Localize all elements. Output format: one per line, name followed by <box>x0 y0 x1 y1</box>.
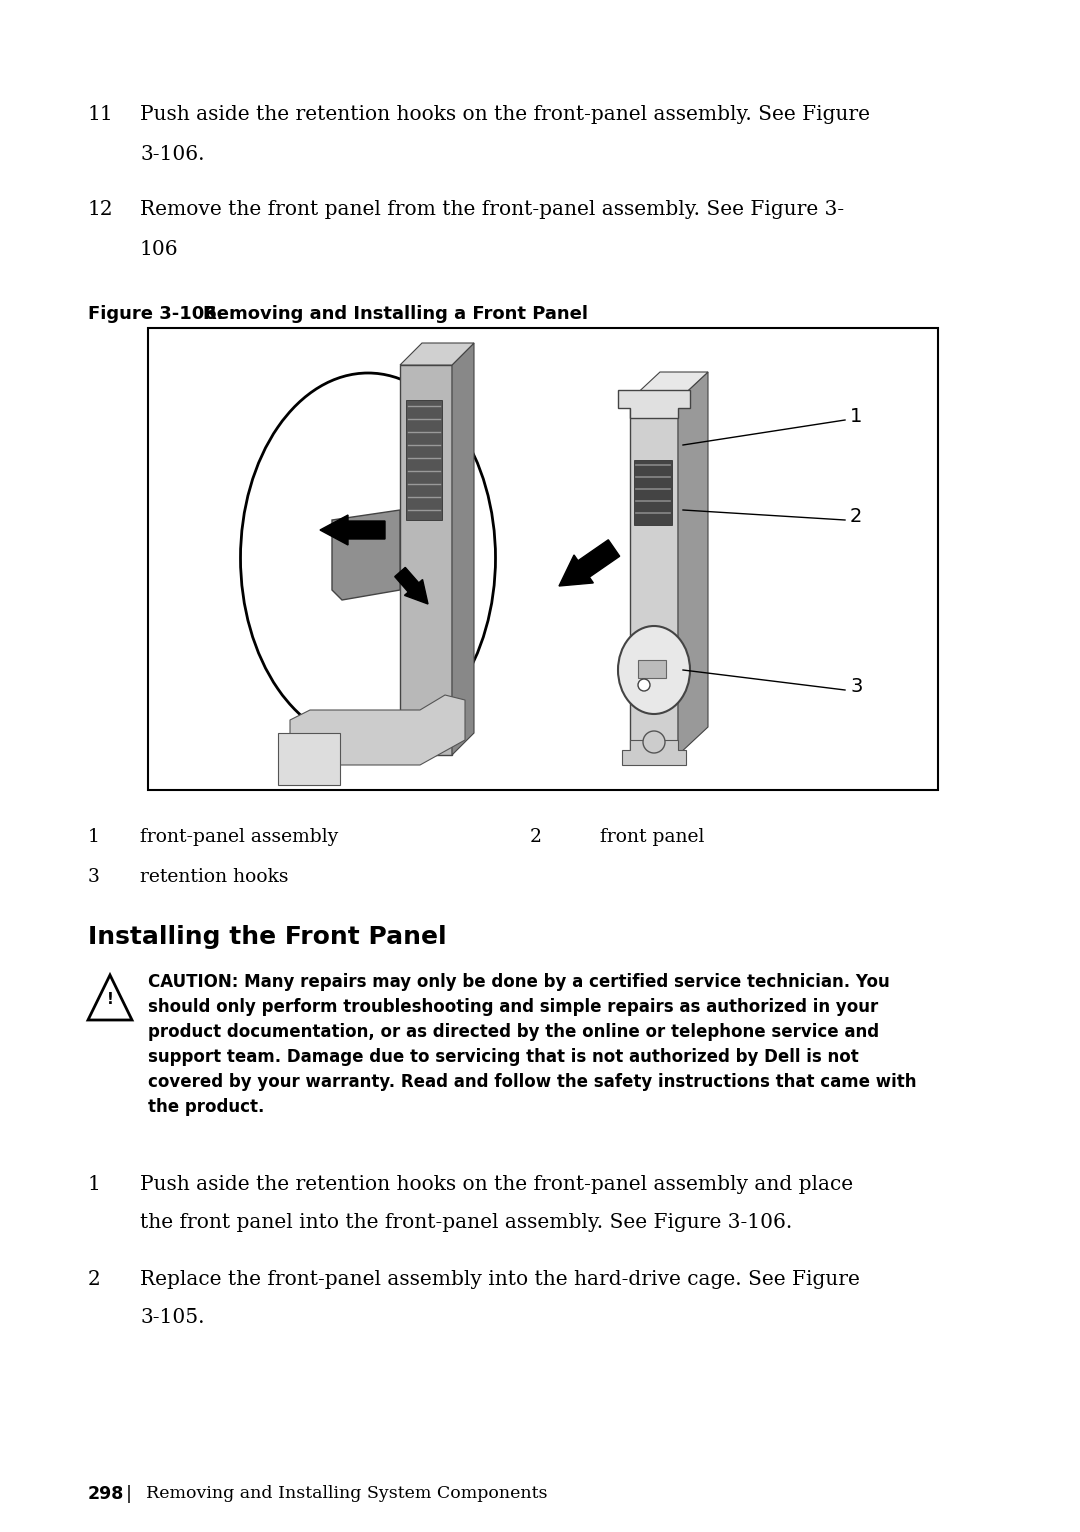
Text: Remove the front panel from the front-panel assembly. See Figure 3-: Remove the front panel from the front-pa… <box>140 201 845 219</box>
Text: 3-105.: 3-105. <box>140 1308 204 1327</box>
Text: Removing and Installing a Front Panel: Removing and Installing a Front Panel <box>203 305 588 323</box>
Text: 298: 298 <box>87 1485 124 1503</box>
Polygon shape <box>291 696 465 764</box>
Polygon shape <box>453 343 474 755</box>
Bar <box>400 365 453 755</box>
Text: 2: 2 <box>530 827 542 846</box>
Text: Push aside the retention hooks on the front-panel assembly and place: Push aside the retention hooks on the fr… <box>140 1175 853 1193</box>
Polygon shape <box>332 510 400 601</box>
Text: front-panel assembly: front-panel assembly <box>140 827 338 846</box>
Bar <box>634 460 672 525</box>
Text: !: ! <box>107 991 113 1007</box>
Polygon shape <box>400 343 474 365</box>
Ellipse shape <box>643 731 665 754</box>
Ellipse shape <box>241 372 496 743</box>
Text: 2: 2 <box>850 507 862 527</box>
Bar <box>148 328 939 791</box>
Text: Figure 3-106.: Figure 3-106. <box>87 305 224 323</box>
Text: 3-106.: 3-106. <box>140 146 204 164</box>
Text: 3: 3 <box>850 677 862 697</box>
Text: CAUTION: Many repairs may only be done by a certified service technician. You
sh: CAUTION: Many repairs may only be done b… <box>148 973 917 1115</box>
Bar <box>638 660 666 679</box>
Text: 2: 2 <box>87 1270 100 1288</box>
Polygon shape <box>678 372 708 755</box>
Text: 106: 106 <box>140 241 178 259</box>
Text: 1: 1 <box>87 1175 100 1193</box>
Text: 1: 1 <box>850 408 862 426</box>
Polygon shape <box>622 740 686 764</box>
FancyArrow shape <box>320 515 384 545</box>
Text: 12: 12 <box>87 201 113 219</box>
Ellipse shape <box>618 627 690 714</box>
FancyArrow shape <box>559 539 620 587</box>
Text: 11: 11 <box>87 106 113 124</box>
Text: the front panel into the front-panel assembly. See Figure 3-106.: the front panel into the front-panel ass… <box>140 1213 793 1232</box>
Ellipse shape <box>638 679 650 691</box>
Text: 3: 3 <box>87 869 99 885</box>
Text: Push aside the retention hooks on the front-panel assembly. See Figure: Push aside the retention hooks on the fr… <box>140 106 870 124</box>
Polygon shape <box>630 372 708 400</box>
Bar <box>630 400 678 755</box>
Text: Replace the front-panel assembly into the hard-drive cage. See Figure: Replace the front-panel assembly into th… <box>140 1270 860 1288</box>
Bar <box>278 732 340 784</box>
Bar <box>406 400 442 519</box>
Text: retention hooks: retention hooks <box>140 869 288 885</box>
Text: 1: 1 <box>87 827 99 846</box>
Text: front panel: front panel <box>600 827 704 846</box>
FancyArrow shape <box>394 567 428 604</box>
Polygon shape <box>618 391 690 418</box>
Text: |: | <box>126 1485 132 1503</box>
Text: Removing and Installing System Components: Removing and Installing System Component… <box>146 1485 548 1501</box>
Polygon shape <box>87 974 132 1020</box>
Text: Installing the Front Panel: Installing the Front Panel <box>87 925 447 948</box>
